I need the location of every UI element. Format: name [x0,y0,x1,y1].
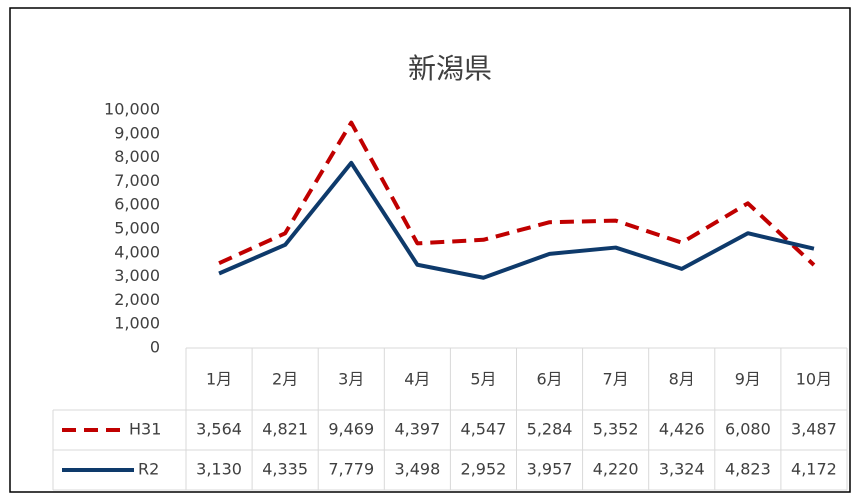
table-value: 3,324 [659,460,705,479]
x-tick-label: 1月 [206,370,232,389]
y-tick-label: 10,000 [104,100,160,119]
table-value: 6,080 [725,420,771,439]
chart-title: 新潟県 [408,52,492,85]
y-tick-label: 7,000 [114,171,160,190]
y-tick-label: 2,000 [114,290,160,309]
x-tick-label: 4月 [404,370,430,389]
y-tick-label: 5,000 [114,219,160,238]
table-value: 4,220 [593,460,639,479]
x-tick-label: 2月 [272,370,298,389]
series-line [218,160,815,280]
table-value: 3,498 [394,460,440,479]
y-tick-label: 3,000 [114,266,160,285]
x-tick-label: 7月 [603,370,629,389]
y-tick-label: 8,000 [114,147,160,166]
chart-border [9,7,851,493]
y-tick-label: 6,000 [114,195,160,214]
table-value: 4,821 [262,420,308,439]
y-tick-label: 1,000 [114,314,160,333]
x-tick-label: 10月 [796,370,832,389]
table-value: 4,335 [262,460,308,479]
table-value: 4,547 [461,420,507,439]
table-value: 9,469 [328,420,374,439]
table-value: 3,130 [196,460,242,479]
x-tick-label: 5月 [470,370,496,389]
x-tick-label: 6月 [536,370,562,389]
table-value: 5,284 [527,420,573,439]
series-line [218,120,816,267]
table-value: 3,487 [791,420,837,439]
table-value: 4,426 [659,420,705,439]
y-tick-label: 0 [150,338,160,357]
legend-label: R2 [138,460,159,479]
table-value: 7,779 [328,460,374,479]
legend-label: H31 [129,420,161,439]
table-value: 3,957 [527,460,573,479]
x-tick-label: 3月 [338,370,364,389]
y-tick-label: 4,000 [114,242,160,261]
y-tick-label: 9,000 [114,123,160,142]
x-tick-label: 8月 [669,370,695,389]
table-value: 4,823 [725,460,771,479]
table-value: 4,397 [394,420,440,439]
x-tick-label: 9月 [735,370,761,389]
table-value: 2,952 [461,460,507,479]
table-value: 3,564 [196,420,242,439]
table-value: 4,172 [791,460,837,479]
table-value: 5,352 [593,420,639,439]
